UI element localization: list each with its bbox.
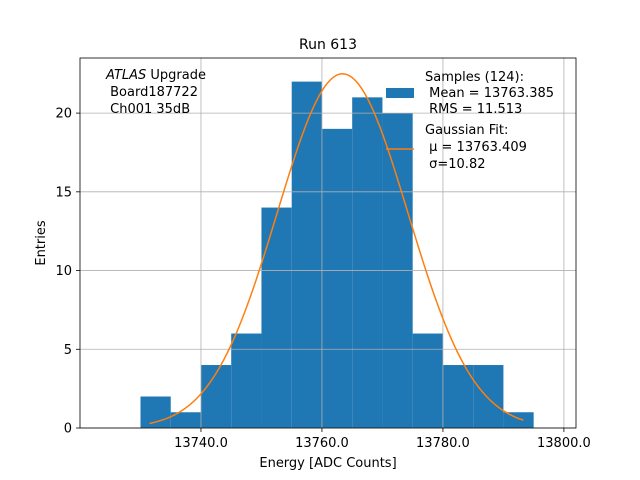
chart-title: Run 613 <box>299 37 357 53</box>
y-tick-label: 15 <box>55 185 72 200</box>
y-tick-label: 20 <box>55 107 72 122</box>
histogram-bar <box>321 128 353 428</box>
legend: Samples (124): Mean = 13763.385 RMS = 11… <box>386 70 554 172</box>
y-tick-label: 10 <box>55 264 72 279</box>
histogram-bar <box>442 365 474 428</box>
svg-text:ATLAS Upgrade: ATLAS Upgrade <box>105 68 206 83</box>
atlas-label: ATLAS <box>105 68 146 83</box>
y-axis-label: Entries <box>34 220 49 266</box>
histogram-bar <box>473 365 504 428</box>
legend-histogram-line3: RMS = 11.513 <box>425 102 522 117</box>
y-axis-ticks: 0 5 10 15 20 <box>55 107 80 437</box>
board-label: Board187722 <box>106 85 198 100</box>
legend-fit-line2: μ = 13763.409 <box>425 140 527 155</box>
histogram-bar <box>231 333 262 428</box>
x-axis-ticks: 13740.0 13760.0 13780.0 13800.0 <box>174 428 591 451</box>
histogram-bar <box>503 412 534 428</box>
x-axis-label: Energy [ADC Counts] <box>259 456 396 471</box>
legend-histogram-line2: Mean = 13763.385 <box>425 86 554 101</box>
legend-fit-line1: Gaussian Fit: <box>425 123 508 138</box>
histogram-bar <box>140 396 171 428</box>
channel-label: Ch001 35dB <box>106 102 190 117</box>
y-tick-label: 5 <box>64 343 72 358</box>
histogram-bar <box>261 207 292 428</box>
x-tick-label: 13800.0 <box>537 436 591 451</box>
gaussian-fit-curve <box>149 72 524 425</box>
grid-lines <box>80 58 576 429</box>
histogram-bar <box>200 365 232 428</box>
upgrade-label: Upgrade <box>146 68 206 83</box>
y-tick-label: 0 <box>64 422 72 437</box>
histogram-bar <box>412 333 443 428</box>
histogram-bar <box>291 81 322 429</box>
histogram-bar <box>170 412 201 428</box>
atlas-annotation: ATLAS Upgrade Board187722 Ch001 35dB <box>105 68 206 117</box>
histogram-bar <box>352 97 383 429</box>
legend-histogram-swatch <box>386 88 414 98</box>
axes-frame <box>79 57 577 429</box>
x-tick-label: 13780.0 <box>416 436 470 451</box>
legend-histogram-line1: Samples (124): <box>425 70 524 85</box>
legend-fit-line3: σ=10.82 <box>425 157 485 172</box>
x-tick-label: 13760.0 <box>295 436 349 451</box>
x-tick-label: 13740.0 <box>174 436 228 451</box>
